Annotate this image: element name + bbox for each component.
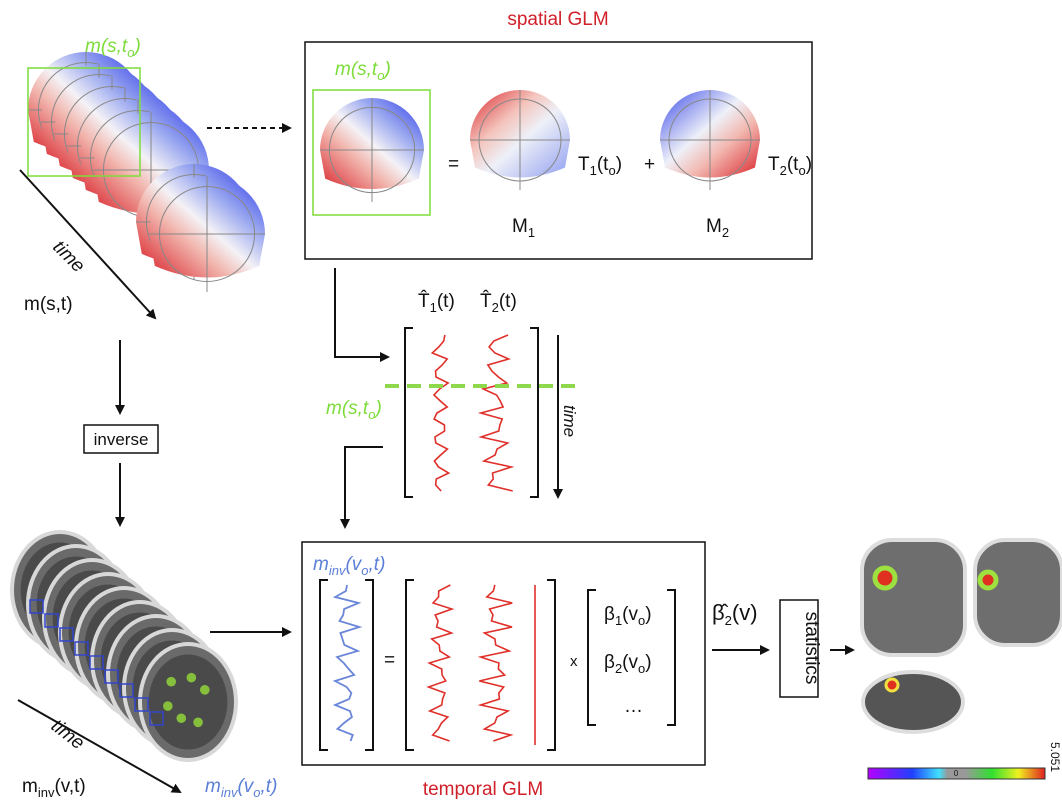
waveform [481,335,513,491]
colorbar-zero: 0 [954,769,959,778]
statistics-label: statistics [801,612,822,685]
temporal-glm-title: temporal GLM [423,779,543,800]
spatial-glm-title: spatial GLM [507,9,608,30]
bracket [406,580,414,750]
times: x [570,653,578,670]
t2-label: T2(to) [768,154,812,178]
topomap [149,176,265,292]
activation [163,701,173,711]
marker-label: m(s,to) [326,398,382,422]
waveform [335,585,359,741]
activation [980,572,996,588]
sagittal-view [862,540,965,655]
time-label-source: time [47,715,88,754]
t1-hat: T̂1(t) [418,290,455,315]
beta2: β2(vo) [604,652,652,676]
topomap [320,98,424,202]
brain-slice [140,644,236,760]
source-label: minv(v,t) [22,776,86,800]
activation [166,677,176,687]
activation [200,685,210,695]
plus: + [644,154,655,175]
bracket [667,590,675,725]
bracket [588,590,596,725]
arrow [335,268,388,357]
temporal-equals: = [384,650,395,671]
coronal-view [975,540,1062,645]
t2-hat: T̂2(t) [480,290,517,315]
t1-label: T1(to) [578,154,622,178]
bracket [365,580,373,750]
artwork [12,52,1062,792]
temporal-lhs: minv(vo,t) [313,554,385,578]
figure: spatial GLM m(s,to) = T1(to) + T2(to) M1… [0,0,1062,803]
waveform [432,335,448,491]
map-label: m(s,to) [335,59,391,83]
topomap-label: m(s,to) [85,36,141,60]
bracket [320,580,328,750]
beta-hat: β̂2(v) [712,600,758,628]
brain [149,654,228,749]
time-label-matrix: time [560,405,579,437]
bracket [405,328,413,497]
activation [187,673,197,683]
topomap [470,90,570,190]
beta1: β1(vo) [604,604,652,628]
time-label: time [48,237,88,277]
bracket [530,328,538,497]
m1-label: M1 [512,216,535,240]
waveform [429,585,452,741]
activation [875,568,895,588]
bracket [547,580,555,750]
waveform [479,585,512,741]
ellipsis: … [624,696,643,717]
inverse-label: inverse [94,430,149,449]
m2-label: M2 [706,216,729,240]
topomap [660,90,760,190]
series-label: m(s,t) [24,294,73,315]
voxel-label: minv(vo,t) [205,776,277,800]
arrow [345,447,383,527]
equals: = [448,154,459,175]
activation [176,713,186,723]
activation [886,679,898,691]
colorbar-max: 5.051 [1048,742,1062,772]
axial-view [863,672,963,732]
activation [193,718,203,728]
